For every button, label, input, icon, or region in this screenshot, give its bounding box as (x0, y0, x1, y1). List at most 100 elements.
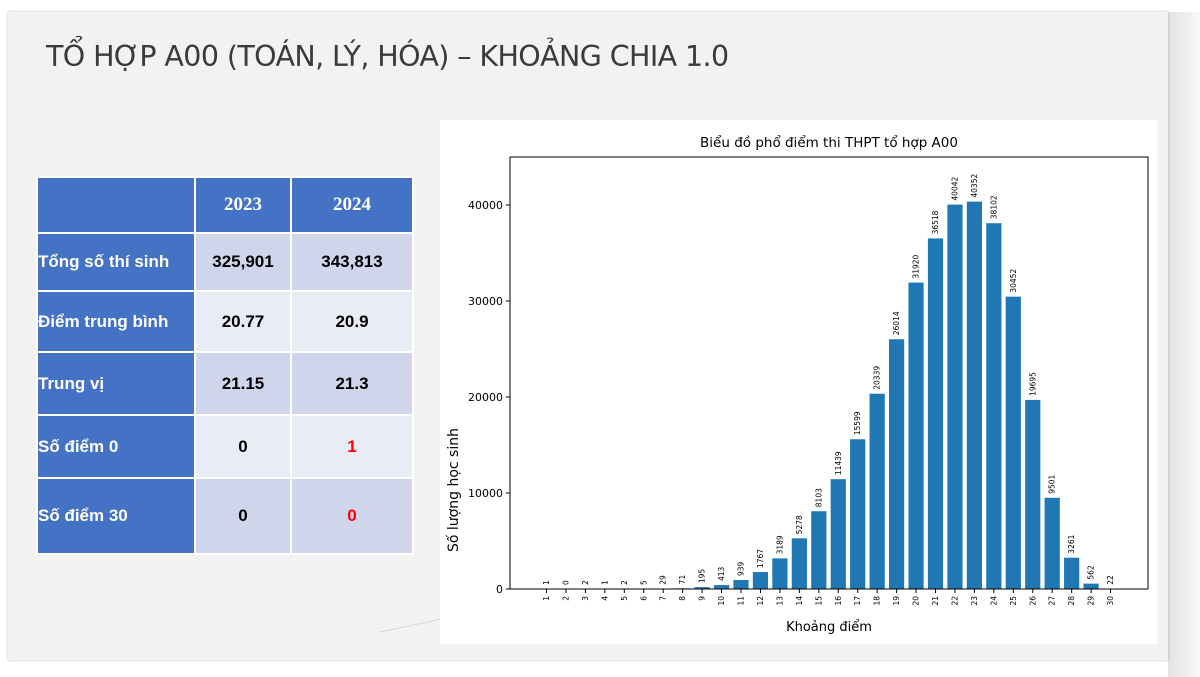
x-tick-label-22: 22 (950, 596, 959, 606)
cell-total-2023: 325,901 (194, 232, 292, 292)
cell-median-2024: 21.3 (290, 351, 414, 416)
x-tick-label-8: 8 (678, 596, 687, 601)
plot-frame (509, 156, 1149, 590)
cell-average-2024: 20.9 (290, 290, 414, 353)
chart-title: Biểu đồ phổ điểm thi THPT tổ hợp A00 (700, 134, 958, 151)
row-label-average: Điểm trung bình (36, 290, 196, 353)
data-label-29: 562 (1087, 565, 1096, 580)
x-tick-label-26: 26 (1028, 596, 1037, 606)
y-tick-label-4: 40000 (468, 199, 503, 212)
data-label-27: 9501 (1048, 474, 1057, 493)
data-label-21: 36518 (931, 210, 940, 234)
bar-26 (1025, 399, 1041, 589)
x-axis-label: Khoảng điểm (786, 620, 872, 635)
cell-score30-2024: 0 (290, 477, 414, 555)
table-header-2024: 2024 (290, 176, 414, 234)
cell-median-2023: 21.15 (194, 351, 292, 416)
data-label-12: 1767 (756, 549, 765, 568)
x-tick-label-29: 29 (1087, 596, 1096, 606)
bar-15 (811, 511, 827, 589)
cell-score0-2023: 0 (194, 414, 292, 479)
data-label-11: 939 (737, 561, 746, 576)
data-label-25: 30452 (1009, 269, 1018, 293)
x-tick-label-15: 15 (814, 596, 823, 606)
x-tick-label-30: 30 (1106, 596, 1115, 606)
y-tick-label-2: 20000 (468, 391, 503, 404)
data-label-24: 38102 (989, 195, 998, 219)
x-tick-label-7: 7 (659, 596, 668, 601)
data-label-23: 40352 (970, 174, 979, 198)
x-tick-label-25: 25 (1009, 596, 1018, 606)
data-label-19: 26014 (892, 311, 901, 335)
x-tick-label-27: 27 (1048, 596, 1057, 606)
table-header-row: 2023 2024 (36, 176, 414, 234)
data-label-4: 1 (600, 580, 609, 585)
x-tick-label-11: 11 (737, 596, 746, 606)
table-row-score-0: Số điểm 0 0 1 (36, 414, 414, 479)
table-row-average: Điểm trung bình 20.77 20.9 (36, 290, 414, 353)
table-header-2023: 2023 (194, 176, 292, 234)
x-tick-label-1: 1 (542, 596, 551, 601)
x-tick-label-23: 23 (970, 596, 979, 606)
slide-title: TỔ HỢP A00 (TOÁN, LÝ, HÓA) – KHOẢNG CHIA… (46, 40, 729, 73)
data-label-17: 15599 (853, 411, 862, 435)
y-tick-label-0: 0 (496, 583, 503, 596)
bar-23 (966, 201, 982, 589)
data-label-18: 20339 (873, 366, 882, 390)
bar-10 (713, 585, 730, 589)
x-tick-label-4: 4 (600, 596, 609, 601)
table-row-median: Trung vị 21.15 21.3 (36, 351, 414, 416)
bar-16 (830, 479, 846, 589)
y-axis-label: Số lượng học sinh (445, 428, 462, 552)
row-label-total: Tổng số thí sinh (36, 232, 196, 292)
data-label-10: 413 (717, 566, 726, 581)
row-label-score-0: Số điểm 0 (36, 414, 196, 479)
table-header-empty (36, 176, 196, 234)
bar-21 (927, 238, 944, 590)
x-tick-label-14: 14 (795, 596, 804, 606)
data-label-6: 5 (639, 580, 648, 585)
cell-score0-2024: 1 (290, 414, 414, 479)
x-tick-label-24: 24 (989, 596, 998, 606)
bar-14 (791, 538, 807, 589)
bar-20 (908, 282, 924, 589)
stats-table: 2023 2024 Tổng số thí sinh 325,901 343,8… (36, 176, 414, 555)
data-label-9: 195 (698, 569, 707, 584)
data-label-5: 2 (620, 580, 629, 585)
bar-12 (752, 572, 769, 589)
bar-22 (947, 204, 963, 589)
data-label-14: 5278 (795, 515, 804, 534)
x-tick-label-19: 19 (892, 596, 901, 606)
x-tick-label-10: 10 (717, 596, 726, 606)
cell-score30-2023: 0 (194, 477, 292, 555)
x-tick-label-16: 16 (834, 596, 843, 606)
data-label-26: 19695 (1028, 372, 1037, 396)
data-label-3: 2 (581, 580, 590, 585)
row-label-median: Trung vị (36, 351, 196, 416)
bar-24 (986, 223, 1002, 589)
x-tick-label-18: 18 (873, 596, 882, 606)
data-label-28: 3261 (1067, 534, 1076, 553)
bar-29 (1083, 583, 1099, 589)
x-tick-label-2: 2 (561, 596, 570, 601)
x-tick-label-17: 17 (853, 596, 862, 606)
bar-25 (1005, 296, 1021, 589)
data-label-2: 0 (561, 580, 570, 585)
x-tick-label-9: 9 (698, 596, 707, 601)
bar-17 (850, 439, 866, 589)
data-label-30: 22 (1106, 575, 1115, 585)
data-label-20: 31920 (912, 254, 921, 278)
table-row-score-30: Số điểm 30 0 0 (36, 477, 414, 555)
x-tick-label-3: 3 (581, 596, 590, 601)
cell-average-2023: 20.77 (194, 290, 292, 353)
chart-panel: Biểu đồ phổ điểm thi THPT tổ hợp A00 Số … (440, 120, 1157, 644)
bar-11 (733, 579, 749, 589)
bar-13 (772, 558, 788, 589)
y-tick-label-3: 30000 (468, 295, 503, 308)
bar-19 (889, 339, 905, 589)
data-label-22: 40042 (950, 177, 959, 201)
data-label-8: 71 (678, 575, 687, 585)
data-label-1: 1 (542, 580, 551, 585)
x-tick-label-28: 28 (1067, 596, 1076, 606)
x-tick-label-13: 13 (775, 596, 784, 606)
